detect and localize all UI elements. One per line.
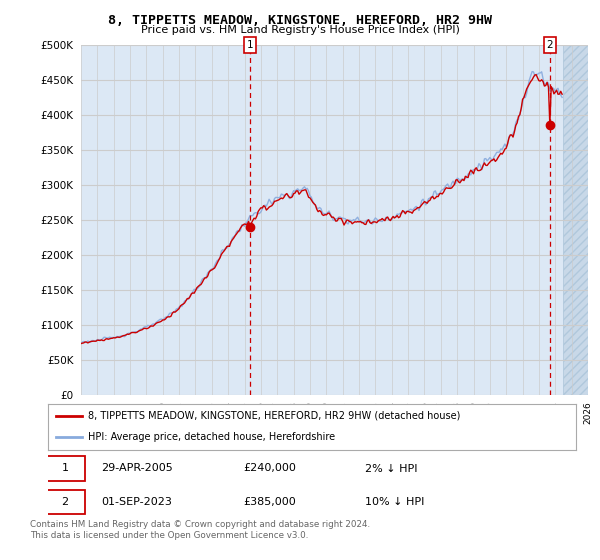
Text: 10% ↓ HPI: 10% ↓ HPI xyxy=(365,497,424,507)
Text: 01-SEP-2023: 01-SEP-2023 xyxy=(101,497,172,507)
FancyBboxPatch shape xyxy=(46,490,85,514)
FancyBboxPatch shape xyxy=(46,456,85,480)
Text: 2% ↓ HPI: 2% ↓ HPI xyxy=(365,464,418,474)
Text: 2: 2 xyxy=(61,497,68,507)
Text: 1: 1 xyxy=(247,40,253,50)
Bar xyxy=(563,45,588,395)
Bar xyxy=(563,45,588,395)
Text: HPI: Average price, detached house, Herefordshire: HPI: Average price, detached house, Here… xyxy=(88,432,335,442)
Text: £240,000: £240,000 xyxy=(244,464,296,474)
Text: Price paid vs. HM Land Registry's House Price Index (HPI): Price paid vs. HM Land Registry's House … xyxy=(140,25,460,35)
Text: 2: 2 xyxy=(547,40,553,50)
Text: Contains HM Land Registry data © Crown copyright and database right 2024.
This d: Contains HM Land Registry data © Crown c… xyxy=(30,520,370,540)
Text: 1: 1 xyxy=(61,464,68,474)
Text: £385,000: £385,000 xyxy=(244,497,296,507)
Text: 8, TIPPETTS MEADOW, KINGSTONE, HEREFORD, HR2 9HW (detached house): 8, TIPPETTS MEADOW, KINGSTONE, HEREFORD,… xyxy=(88,411,460,421)
Text: 29-APR-2005: 29-APR-2005 xyxy=(101,464,173,474)
Text: 8, TIPPETTS MEADOW, KINGSTONE, HEREFORD, HR2 9HW: 8, TIPPETTS MEADOW, KINGSTONE, HEREFORD,… xyxy=(108,14,492,27)
